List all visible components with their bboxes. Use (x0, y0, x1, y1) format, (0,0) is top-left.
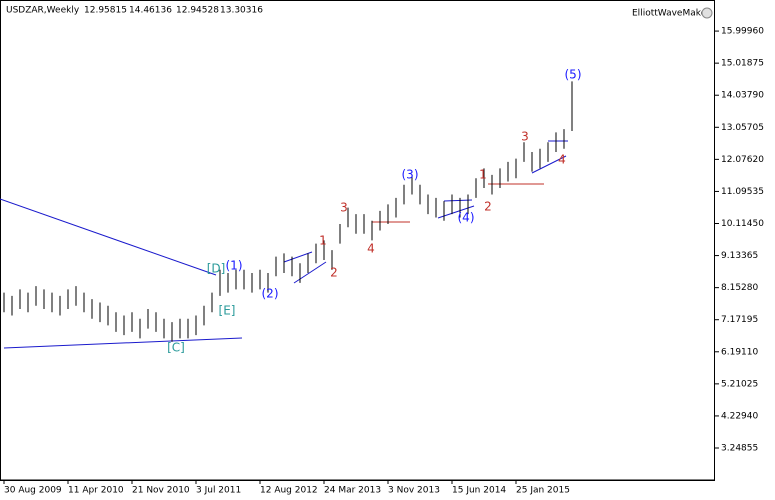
wave-label: (1) (226, 259, 243, 273)
x-tick-label: 3 Nov 2013 (388, 486, 440, 496)
wave-label: [E] (219, 304, 236, 318)
wave-label: 2 (484, 200, 492, 214)
wave-label: (5) (565, 68, 582, 82)
wave-label: (4) (458, 211, 475, 225)
y-tick-label: 8.15280 (721, 283, 758, 293)
x-tick-label: 12 Aug 2012 (260, 486, 318, 496)
wave-label: [C] (167, 341, 185, 355)
y-tick-label: 11.09535 (721, 187, 764, 197)
x-tick-label: 15 Jun 2014 (452, 486, 506, 496)
wave-label: (2) (262, 287, 279, 301)
plot-frame (0, 0, 715, 481)
x-tick-label: 25 Jan 2015 (516, 486, 570, 496)
header-value: 12.95815 (84, 6, 127, 16)
y-tick-label: 13.05705 (721, 123, 764, 133)
y-tick-label: 15.99960 (721, 27, 764, 37)
y-tick-label: 4.22940 (721, 411, 758, 421)
x-tick-label: 30 Aug 2009 (4, 486, 62, 496)
wave-label: [D] (207, 262, 226, 276)
wave-label: 3 (521, 130, 529, 144)
x-tick-label: 21 Nov 2010 (132, 486, 190, 496)
y-tick-label: 10.11450 (721, 219, 764, 229)
y-tick-label: 15.01875 (721, 59, 764, 69)
header-value: 14.46136 (129, 6, 172, 16)
y-tick-label: 3.24855 (721, 444, 758, 454)
wave-label: 3 (340, 201, 348, 215)
y-tick-label: 14.03790 (721, 91, 764, 101)
y-tick-label: 9.13365 (721, 251, 758, 261)
header-value: 12.94528 (176, 6, 219, 16)
wave-label: 2 (330, 266, 338, 280)
x-tick-label: 3 Jul 2011 (196, 486, 241, 496)
header-value: 13.30316 (220, 6, 263, 16)
chart-title: USDZAR,Weekly (6, 6, 80, 16)
x-tick-label: 24 Mar 2013 (324, 486, 381, 496)
wave-label: 4 (558, 153, 566, 167)
x-tick-label: 11 Apr 2010 (68, 486, 124, 496)
wave-label: 1 (319, 234, 327, 248)
y-tick-label: 12.07620 (721, 155, 764, 165)
wave-label: 1 (479, 168, 487, 182)
y-tick-label: 7.17195 (721, 315, 758, 325)
indicator-label: ElliottWaveMaker (632, 9, 710, 19)
wave-label: (3) (402, 168, 419, 182)
y-tick-label: 5.21025 (721, 379, 758, 389)
indicator-icon (701, 7, 713, 19)
y-tick-label: 6.19110 (721, 347, 758, 357)
wave-label: 4 (367, 242, 375, 256)
